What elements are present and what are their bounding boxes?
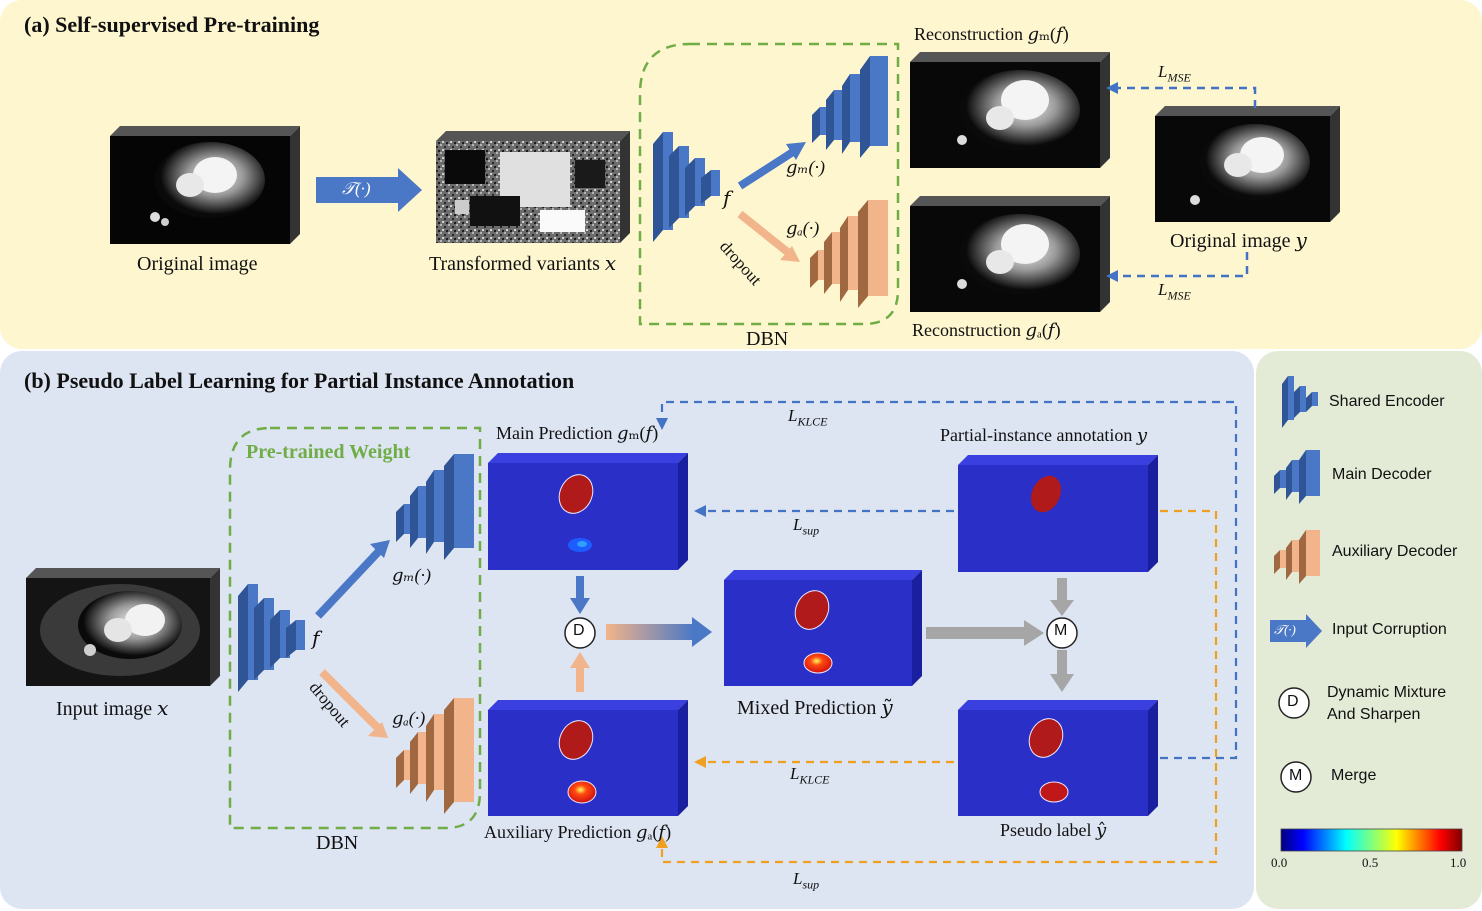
colorbar-tick-1: 1.0 xyxy=(1450,855,1467,870)
aux-decoder-b xyxy=(396,698,474,814)
pseudo-label-map xyxy=(958,700,1158,816)
mixed-prediction-label: Mixed Prediction 𝑦̃ xyxy=(737,697,893,719)
legend-shared-encoder-icon xyxy=(1282,376,1318,428)
legend-input-corruption-label: Input Corruption xyxy=(1332,621,1447,638)
transformed-image xyxy=(436,131,630,243)
reconstruction-ga-image xyxy=(910,196,1110,312)
input-image-label: Input image 𝑥 xyxy=(56,698,169,720)
f-label-a: 𝑓 xyxy=(723,188,731,210)
merge-node xyxy=(1046,617,1078,649)
reconstruction-gm-image xyxy=(910,52,1110,168)
m-to-pseudo-arrow xyxy=(1050,650,1074,692)
gm-label-b: 𝑔ₘ(·) xyxy=(392,565,432,585)
original-y-label: Original image 𝑦 xyxy=(1170,230,1307,252)
d-node-label: D xyxy=(573,622,585,639)
dbn-label-a: DBN xyxy=(746,328,789,350)
aux-prediction-label: Auxiliary Prediction 𝑔ₐ(𝑓) xyxy=(484,822,672,842)
legend-main-decoder-icon xyxy=(1274,450,1320,504)
dbn-box-b xyxy=(228,426,482,830)
legend-aux-decoder-icon xyxy=(1274,530,1320,584)
panel-a-title: (a) Self-supervised Pre-training xyxy=(24,12,320,37)
lmse-bottom-label: LMSE xyxy=(1158,280,1191,303)
legend-d-node xyxy=(1278,687,1310,719)
legend-m-node xyxy=(1280,761,1312,793)
lklce-top-label: LKLCE xyxy=(788,406,828,429)
shared-encoder-b xyxy=(238,584,305,692)
gm-label-a: 𝑔ₘ(·) xyxy=(786,157,826,177)
colorbar-tick-05: 0.5 xyxy=(1362,855,1379,870)
legend-dynamic-label-1: Dynamic Mixture xyxy=(1327,684,1447,701)
transformed-label: Transformed variants 𝑥 xyxy=(429,253,617,275)
mixed-prediction-map xyxy=(724,570,922,686)
aux-to-d-arrow xyxy=(570,652,590,692)
ga-label-a: 𝑔ₐ(·) xyxy=(786,218,820,238)
legend-corruption-symbol: 𝒯(·) xyxy=(1274,622,1296,637)
lsup-bottom-arrow xyxy=(660,509,1218,864)
pretrained-weight-label: Pre-trained Weight xyxy=(246,441,411,463)
legend-aux-decoder-label: Auxiliary Decoder xyxy=(1332,543,1458,560)
encoder-to-main-arrow-a xyxy=(737,142,806,190)
original-image-ct xyxy=(110,126,300,244)
f-label-b: 𝑓 xyxy=(312,628,320,650)
input-image-ct xyxy=(26,568,220,686)
legend-shared-encoder-label: Shared Encoder xyxy=(1329,393,1445,410)
main-prediction-map xyxy=(488,453,688,570)
original-image-y xyxy=(1155,106,1340,222)
partial-annotation-map xyxy=(958,455,1158,572)
aux-prediction-map xyxy=(488,700,688,816)
main-to-d-arrow xyxy=(570,576,590,614)
lsup-bottom-label: Lsup xyxy=(793,869,820,892)
dbn-label-b: DBN xyxy=(316,832,359,854)
lmse-top-label: LMSE xyxy=(1158,62,1191,85)
main-prediction-label: Main Prediction 𝑔ₘ(𝑓) xyxy=(496,423,659,443)
reconstruction-gm-label: Reconstruction 𝑔ₘ(𝑓) xyxy=(914,24,1069,44)
dbn-box-a xyxy=(638,42,900,326)
legend-dynamic-label-2: And Sharpen xyxy=(1327,706,1421,723)
transform-symbol: 𝒯(·) xyxy=(342,179,371,198)
dynamic-mixture-node xyxy=(564,617,596,649)
lklce-bottom-label: LKLCE xyxy=(790,764,830,787)
reconstruction-ga-label: Reconstruction 𝑔ₐ(𝑓) xyxy=(912,320,1061,340)
partial-annotation-label: Partial-instance annotation 𝑦 xyxy=(940,425,1148,445)
colorbar xyxy=(1280,828,1463,852)
legend-merge-label: Merge xyxy=(1331,767,1377,784)
panel-b-title: (b) Pseudo Label Learning for Partial In… xyxy=(24,368,575,393)
lklce-top-arrow xyxy=(660,400,1238,760)
pseudo-label-label: Pseudo label 𝑦̂ xyxy=(1000,820,1107,840)
encoder-to-main-arrow-b xyxy=(315,540,390,619)
m-node-label: M xyxy=(1054,622,1068,639)
lmse-top-arrow xyxy=(1116,86,1257,108)
lsup-top-label: Lsup xyxy=(793,515,820,538)
aux-decoder-a xyxy=(810,200,888,308)
shared-encoder-a xyxy=(653,132,720,242)
partial-to-m-arrow xyxy=(1050,578,1074,616)
encoder-to-aux-arrow-a xyxy=(737,210,800,262)
mixed-to-m-arrow xyxy=(926,620,1044,646)
original-image-label: Original image xyxy=(137,253,258,275)
main-decoder-a xyxy=(812,56,888,158)
legend-m-letter: M xyxy=(1289,767,1303,784)
colorbar-tick-0: 0.0 xyxy=(1271,855,1288,870)
legend-d-letter: D xyxy=(1287,693,1299,710)
transform-arrow xyxy=(316,168,422,212)
ga-label-b: 𝑔ₐ(·) xyxy=(392,708,426,728)
main-decoder-b xyxy=(396,454,474,560)
legend-main-decoder-label: Main Decoder xyxy=(1332,466,1432,483)
lmse-bottom-arrow xyxy=(1116,252,1249,278)
encoder-to-aux-arrow-b xyxy=(319,669,388,738)
d-to-mixed-arrow xyxy=(606,617,712,647)
legend-input-corruption-icon xyxy=(1270,614,1322,648)
